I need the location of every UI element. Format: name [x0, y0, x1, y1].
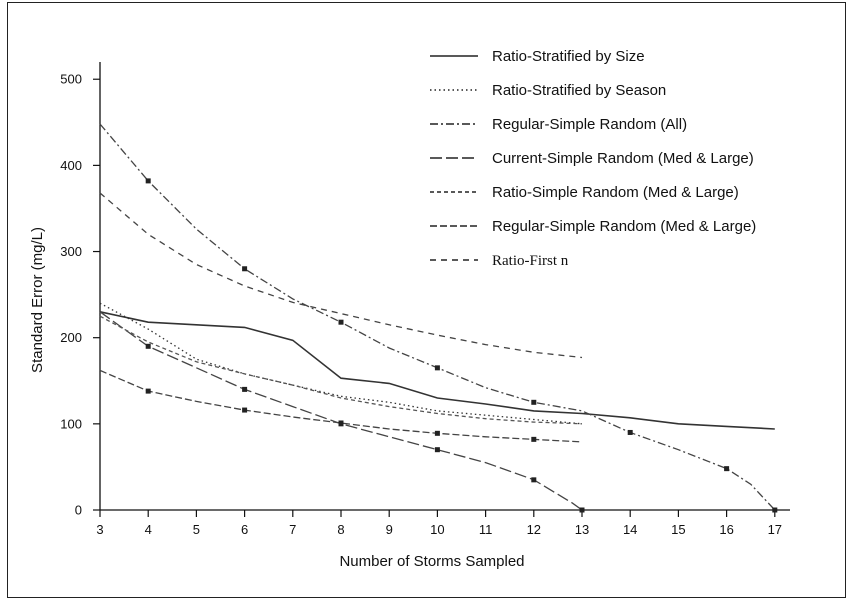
- x-tick-label: 16: [719, 522, 733, 537]
- series-line-3: [99, 123, 776, 511]
- y-axis-title: Standard Error (mg/L): [29, 227, 46, 373]
- chart-frame: [7, 2, 846, 598]
- legend-label: Ratio-Stratified by Season: [492, 82, 666, 99]
- series-3-marker: [724, 466, 730, 472]
- x-tick-label: 17: [768, 522, 782, 537]
- series-6-marker: [531, 436, 537, 442]
- x-tick-label: 12: [527, 522, 541, 537]
- series-6-marker: [145, 388, 151, 394]
- x-tick-label: 6: [241, 522, 248, 537]
- series-line-4: [99, 311, 583, 511]
- series-line-1: [99, 311, 775, 430]
- series-6-marker: [434, 430, 440, 436]
- series-line-5: [99, 315, 583, 425]
- x-tick-label: 9: [386, 522, 393, 537]
- series-3-marker: [242, 266, 248, 272]
- x-tick-label: 14: [623, 522, 637, 537]
- series-3-marker: [772, 507, 778, 513]
- legend: Ratio-Stratified by Size Ratio-Stratified…: [430, 48, 756, 269]
- series-4-marker: [242, 386, 248, 392]
- x-tick-label: 11: [479, 522, 493, 537]
- series-4-marker: [434, 447, 440, 453]
- series-3-marker: [145, 178, 151, 184]
- y-tick-label: 0: [75, 503, 82, 518]
- series-6-marker: [338, 420, 344, 426]
- series-4-marker: [531, 477, 537, 483]
- legend-label: Ratio-Stratified by Size: [492, 48, 645, 65]
- series-4-marker: [579, 507, 585, 513]
- series-lines: [99, 123, 776, 511]
- x-tick-label: 10: [430, 522, 444, 537]
- legend-label: Regular-Simple Random (All): [492, 116, 687, 133]
- x-tick-label: 8: [337, 522, 344, 537]
- series-6-marker: [242, 407, 248, 413]
- y-ticks: 0 100 200 300 400 500: [60, 72, 100, 518]
- series-3-marker: [434, 365, 440, 371]
- x-tick-label: 15: [671, 522, 685, 537]
- x-tick-label: 5: [193, 522, 200, 537]
- series-markers: [145, 178, 778, 513]
- series-line-6: [99, 369, 583, 443]
- legend-label: Regular-Simple Random (Med & Large): [492, 218, 756, 235]
- series-3-marker: [338, 319, 344, 325]
- x-tick-label: 4: [145, 522, 152, 537]
- legend-label: Current-Simple Random (Med & Large): [492, 150, 754, 167]
- legend-label: Ratio-Simple Random (Med & Large): [492, 184, 739, 201]
- x-tick-label: 7: [289, 522, 296, 537]
- x-ticks: 3 4 5 6 7 8 9 10 11 12 13 14 15 16 17: [96, 510, 782, 537]
- legend-label: Ratio-First n: [492, 253, 569, 269]
- x-tick-label: 3: [96, 522, 103, 537]
- y-tick-label: 200: [60, 330, 82, 345]
- x-axis-title: Number of Storms Sampled: [339, 553, 524, 570]
- series-3-marker: [627, 429, 633, 435]
- y-tick-label: 400: [60, 158, 82, 173]
- series-3-marker: [531, 399, 537, 405]
- y-tick-label: 100: [60, 416, 82, 431]
- series-line-7: [99, 192, 583, 359]
- y-tick-label: 300: [60, 244, 82, 259]
- series-4-marker: [145, 343, 151, 349]
- axes: [99, 62, 790, 511]
- x-tick-label: 13: [575, 522, 589, 537]
- y-tick-label: 500: [60, 72, 82, 87]
